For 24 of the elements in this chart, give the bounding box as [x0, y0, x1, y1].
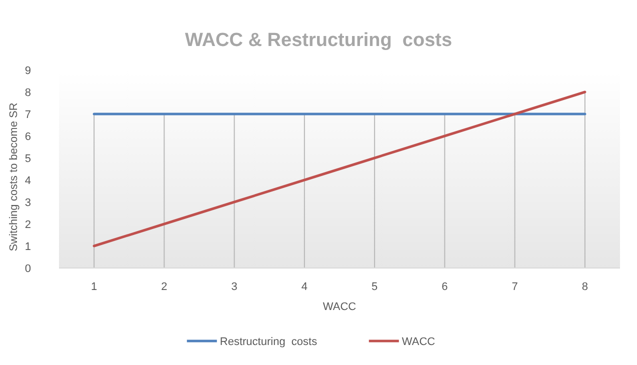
x-tick-label: 7: [512, 281, 518, 293]
x-tick-label: 6: [442, 281, 448, 293]
legend-label: Restructuring costs: [220, 336, 318, 348]
x-axis-title: WACC: [322, 301, 356, 313]
legend-label: WACC: [402, 336, 436, 348]
chart-title: WACC & Restructuring costs: [184, 30, 452, 51]
x-tick-label: 5: [372, 281, 378, 293]
y-tick-label: 3: [24, 197, 31, 209]
y-tick-label: 4: [24, 175, 31, 187]
x-tick-label: 1: [91, 281, 98, 293]
y-tick-label: 0: [24, 263, 31, 275]
y-tick-label: 8: [24, 87, 31, 99]
y-axis-title: Switching costs to become SR: [8, 102, 20, 252]
y-tick-label: 5: [24, 153, 31, 165]
y-tick-label: 9: [24, 65, 31, 77]
y-tick-label: 7: [24, 109, 31, 121]
x-tick-label: 2: [161, 281, 168, 293]
y-tick-label: 1: [24, 241, 31, 253]
y-tick-label: 2: [24, 219, 31, 231]
x-tick-label: 4: [301, 281, 308, 293]
x-tick-label: 8: [582, 281, 588, 293]
x-tick-label: 3: [231, 281, 238, 293]
y-tick-label: 6: [24, 131, 31, 143]
line-series: [92, 90, 586, 248]
